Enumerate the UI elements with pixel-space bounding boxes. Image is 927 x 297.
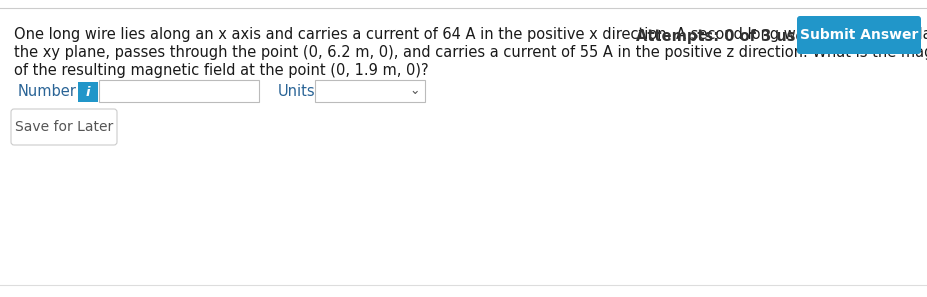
Text: ⌄: ⌄ — [410, 85, 420, 97]
FancyBboxPatch shape — [796, 16, 920, 54]
FancyBboxPatch shape — [314, 80, 425, 102]
Text: Number: Number — [18, 85, 77, 99]
FancyBboxPatch shape — [99, 80, 259, 102]
Text: Submit Answer: Submit Answer — [799, 28, 917, 42]
Text: Attempts: 0 of 3 used: Attempts: 0 of 3 used — [635, 29, 815, 45]
Text: the xy plane, passes through the point (0, 6.2 m, 0), and carries a current of 5: the xy plane, passes through the point (… — [14, 45, 927, 60]
Text: i: i — [85, 86, 90, 99]
Text: Save for Later: Save for Later — [15, 120, 113, 134]
Text: Units: Units — [278, 85, 315, 99]
FancyBboxPatch shape — [11, 109, 117, 145]
Text: One long wire lies along an x axis and carries a current of 64 A in the positive: One long wire lies along an x axis and c… — [14, 27, 927, 42]
Text: of the resulting magnetic field at the point (0, 1.9 m, 0)?: of the resulting magnetic field at the p… — [14, 63, 428, 78]
FancyBboxPatch shape — [78, 82, 98, 102]
